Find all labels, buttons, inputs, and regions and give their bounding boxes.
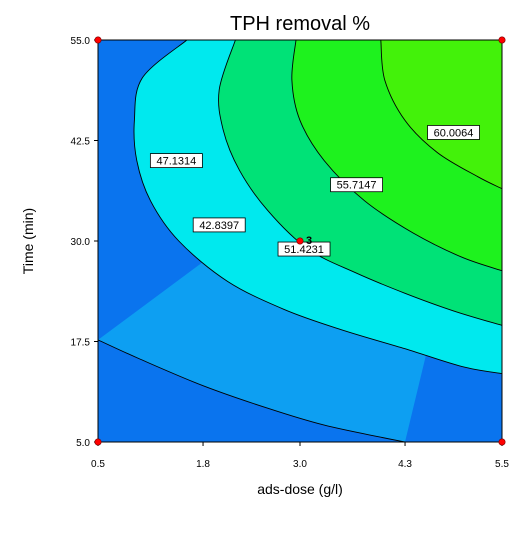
x-tick-label: 5.5 — [495, 459, 509, 470]
contour-line-2 — [133, 39, 503, 375]
y-tick-label: 55.0 — [71, 36, 91, 47]
contour-label-1: 42.8397 — [192, 217, 246, 233]
contour-label-3: 51.4231 — [277, 241, 331, 257]
x-axis-label: ads-dose (g/l) — [257, 481, 343, 497]
contour-line-1 — [97, 339, 406, 443]
contour-label-text: 47.1314 — [156, 156, 196, 168]
x-tick-label: 4.3 — [398, 459, 412, 470]
y-tick-label: 5.0 — [76, 438, 90, 449]
y-axis-label: Time (min) — [20, 208, 36, 274]
contour-label-text: 42.8397 — [199, 220, 239, 232]
design-points: 3 — [94, 36, 506, 446]
region-fill-5 — [380, 40, 502, 189]
y-tick-label: 17.5 — [71, 338, 91, 349]
x-axis-ticks: 0.5 1.8 3.0 4.3 5.5 — [91, 442, 509, 470]
contour-label-text: 60.0064 — [434, 127, 474, 139]
contour-label-text: 51.4231 — [284, 244, 324, 256]
x-tick-label: 3.0 — [293, 459, 307, 470]
contour-label-5: 60.0064 — [427, 125, 480, 140]
design-point — [296, 237, 304, 245]
contour-label-text: 55.7147 — [337, 180, 377, 192]
x-tick-label: 1.8 — [196, 459, 210, 470]
contour-labels: 42.8397 47.1314 51.4231 55.7147 60.0064 — [149, 125, 480, 257]
design-point — [498, 36, 506, 44]
x-tick-label: 0.5 — [91, 459, 105, 470]
design-point — [498, 438, 506, 446]
design-point — [94, 36, 102, 44]
design-point — [94, 438, 102, 446]
y-axis-ticks: 5.0 17.5 30.0 42.5 55.0 — [71, 36, 98, 449]
contour-label-4: 55.7147 — [330, 177, 383, 193]
design-point-count: 3 — [306, 235, 312, 247]
y-tick-label: 42.5 — [71, 137, 91, 148]
contour-line-5 — [380, 39, 503, 190]
y-tick-label: 30.0 — [71, 237, 91, 248]
chart-title: TPH removal % — [230, 13, 370, 35]
contour-line-3 — [218, 39, 503, 326]
contour-label-2: 47.1314 — [149, 153, 203, 169]
